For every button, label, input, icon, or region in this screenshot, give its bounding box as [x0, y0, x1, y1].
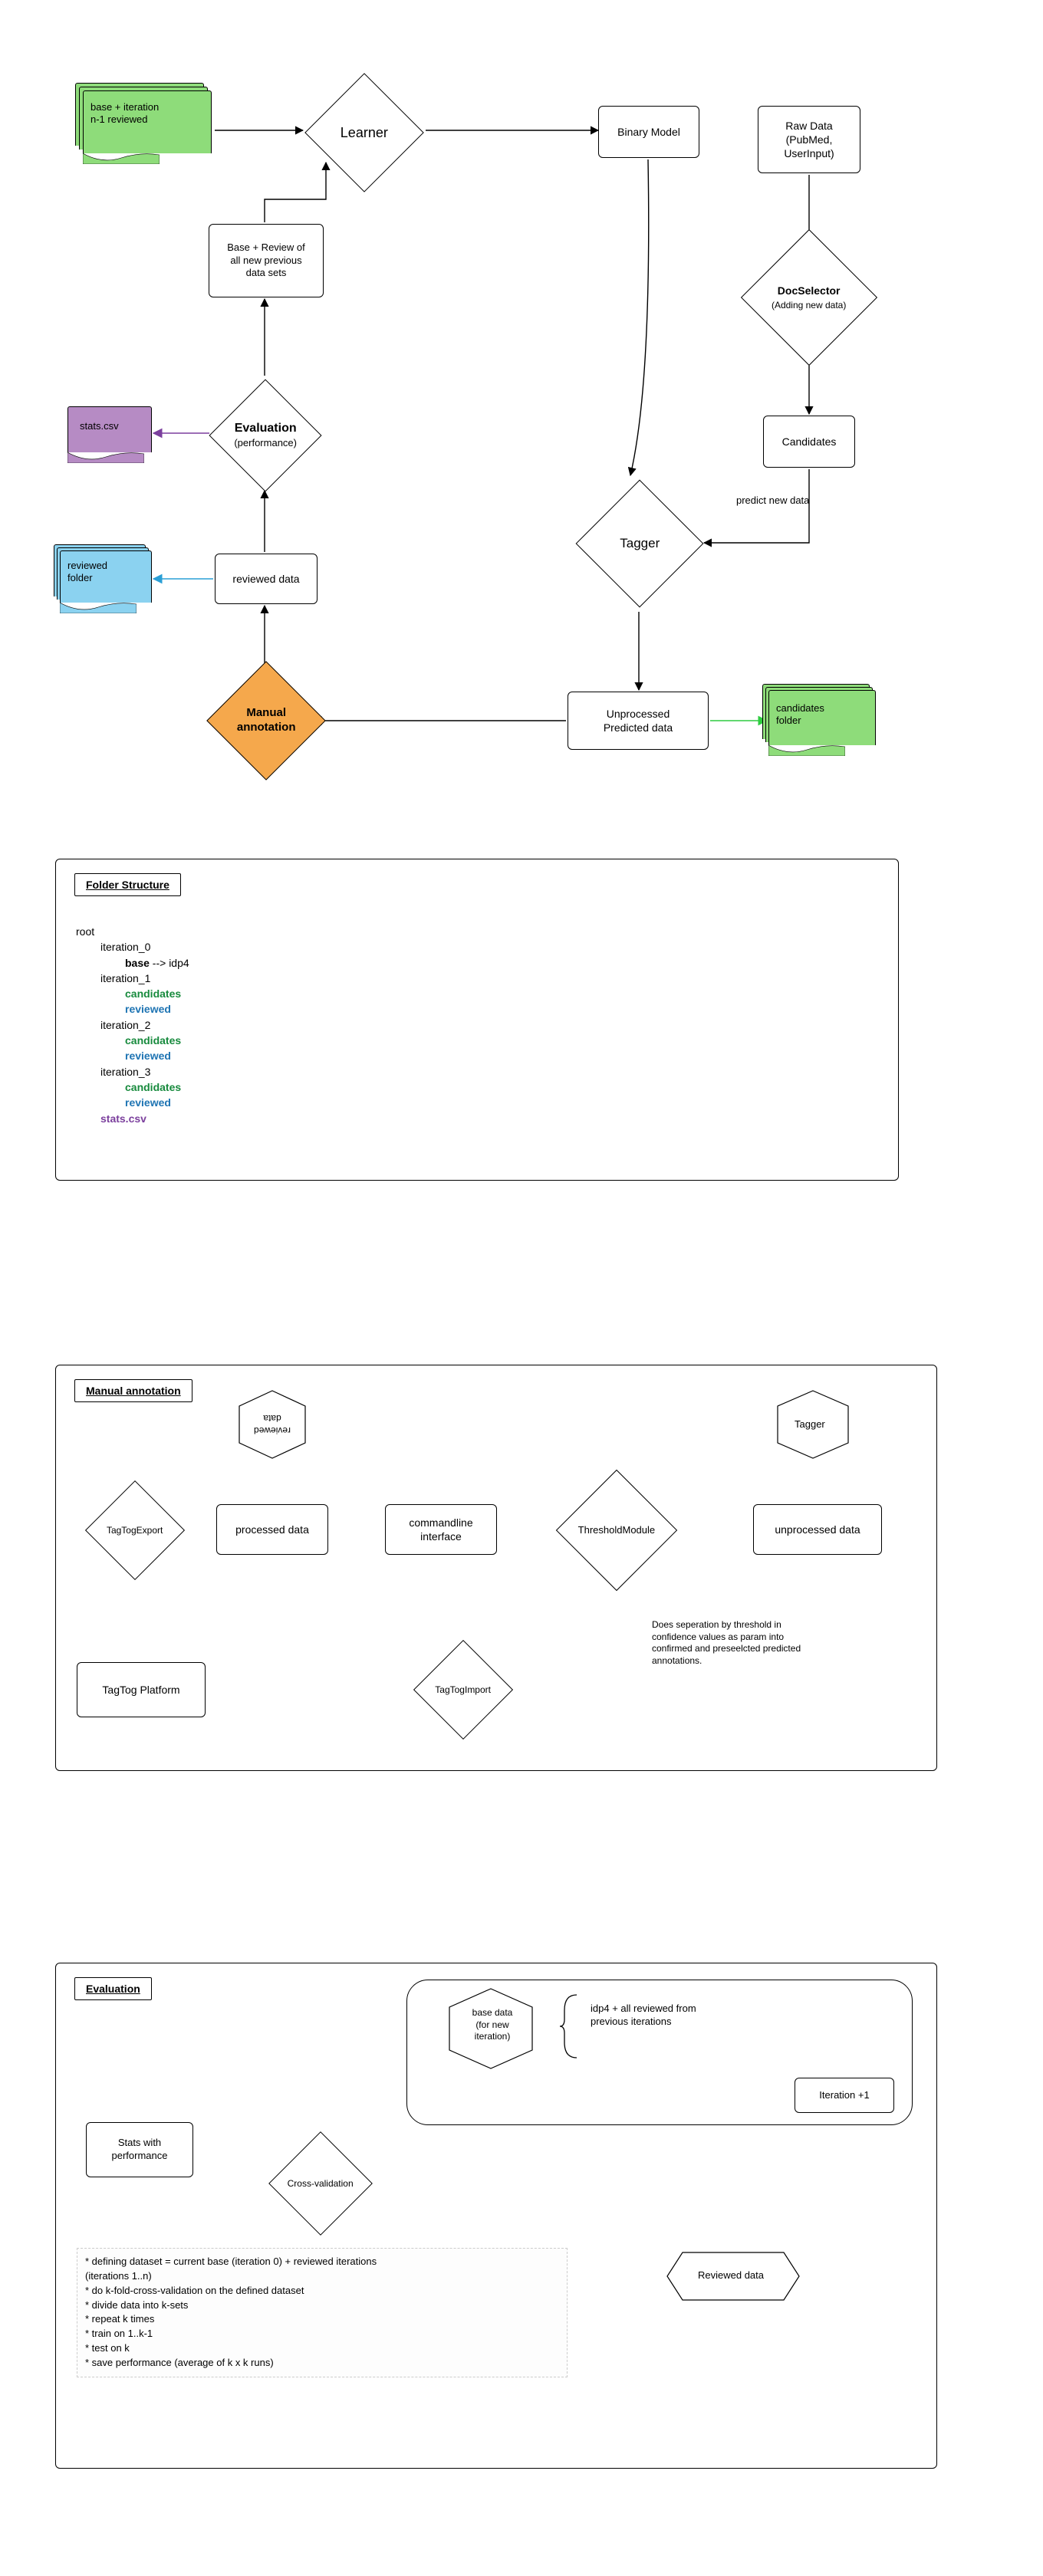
folder-tree-row: base --> idp4: [125, 955, 189, 971]
folder-tree-row: stats.csv: [100, 1111, 189, 1126]
unprocessed-box: Unprocessed Predicted data: [568, 692, 709, 750]
bracket-icon: [560, 1992, 583, 2061]
folder-tree-row: iteration_2: [100, 1017, 189, 1033]
folder-tree-row: reviewed: [125, 1095, 189, 1110]
manual-panel-title: Manual annotation: [74, 1379, 192, 1402]
folder-tree-row: reviewed: [125, 1001, 189, 1017]
threshold-note: Does seperation by threshold in confiden…: [652, 1619, 874, 1667]
folder-tree-row: root: [76, 924, 189, 939]
doc-base-label: base + iteration n-1 reviewed: [90, 101, 212, 125]
base-review-box: Base + Review of all new previous data s…: [209, 224, 324, 297]
doc-base-reviewed: base + iteration n-1 reviewed: [83, 90, 212, 164]
raw-data-node: Raw Data (PubMed, UserInput): [758, 106, 860, 173]
evaluation-panel-title: Evaluation: [74, 1977, 152, 2000]
folder-tree-row: iteration_1: [100, 971, 189, 986]
unprocessed-data-box: unprocessed data: [753, 1504, 882, 1555]
binary-model-node: Binary Model: [598, 106, 699, 158]
tagger-node: Tagger: [576, 480, 704, 608]
reviewed-data-hex-label: reviewed data: [245, 1412, 299, 1436]
folder-structure-panel: Folder Structure rootiteration_0base -->…: [55, 859, 899, 1181]
bracket-text: idp4 + all reviewed from previous iterat…: [591, 2003, 767, 2029]
eval-note-box: * defining dataset = current base (itera…: [77, 2248, 568, 2377]
folder-tree-row: candidates: [125, 1033, 189, 1048]
folder-tree-row: candidates: [125, 986, 189, 1001]
candidates-folder: candidates folder: [768, 690, 876, 756]
tagtog-platform-box: TagTog Platform: [77, 1662, 206, 1717]
iteration-plus-box: Iteration +1: [795, 2078, 894, 2113]
reviewed-data-box: reviewed data: [215, 554, 318, 604]
predict-label: predict new data: [736, 495, 809, 508]
folder-tree-row: iteration_0: [100, 939, 189, 955]
processed-data-box: processed data: [216, 1504, 328, 1555]
folder-tree: rootiteration_0base --> idp4iteration_1c…: [76, 924, 189, 1126]
folder-tree-row: reviewed: [125, 1048, 189, 1063]
doc-selector-node: DocSelector (Adding new data): [741, 229, 877, 366]
tagger-hex-label: Tagger: [795, 1418, 825, 1431]
folder-tree-row: iteration_3: [100, 1064, 189, 1079]
stats-performance-box: Stats with performance: [86, 2122, 193, 2177]
candidates-box: Candidates: [763, 416, 855, 468]
manual-annotation-node: Manual annotation: [206, 661, 326, 780]
folder-tree-row: candidates: [125, 1079, 189, 1095]
base-data-hex-label: base data (for new iteration): [462, 2007, 523, 2043]
reviewed-folder: reviewed folder: [60, 550, 152, 613]
evaluation-node: Evaluation (performance): [209, 379, 321, 491]
folder-panel-title: Folder Structure: [74, 873, 181, 896]
learner-node: Learner: [304, 73, 424, 192]
stats-csv-doc: stats.csv: [67, 406, 152, 463]
reviewed-data-hex-eval-label: Reviewed data: [698, 2269, 764, 2282]
commandline-box: commandline interface: [385, 1504, 497, 1555]
